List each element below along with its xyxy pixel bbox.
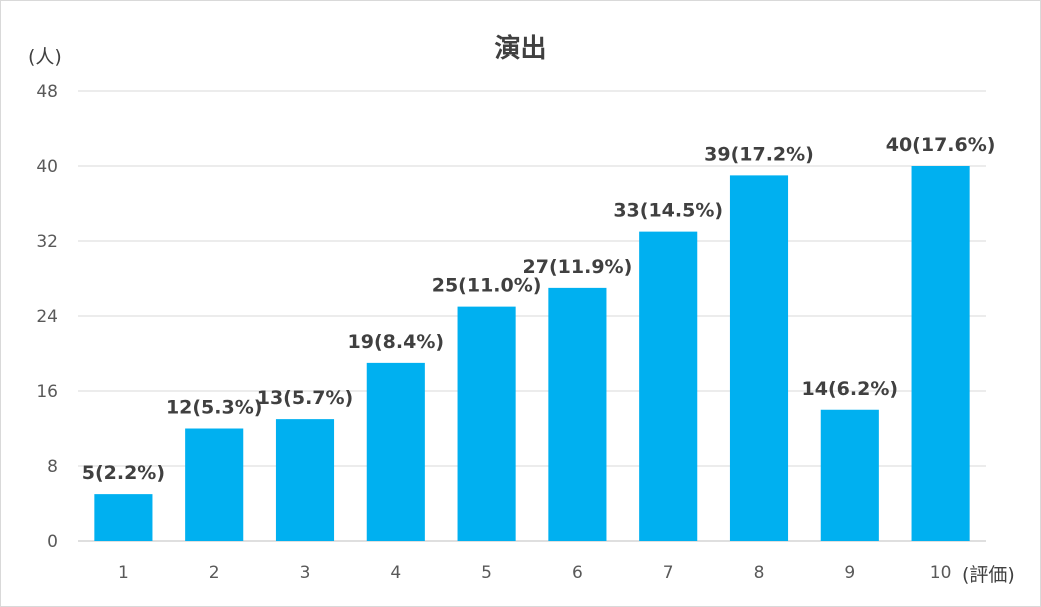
x-tick-label: 2 bbox=[209, 563, 220, 583]
x-tick-label: 10 bbox=[930, 563, 952, 583]
y-tick-label: 16 bbox=[36, 382, 58, 402]
x-tick-labels: 1 2 3 4 5 6 7 8 9 10 bbox=[118, 563, 951, 583]
bar bbox=[366, 362, 425, 541]
x-tick-label: 9 bbox=[844, 563, 855, 583]
bar bbox=[548, 287, 607, 541]
y-tick-label: 0 bbox=[47, 532, 58, 552]
x-tick-label: 8 bbox=[754, 563, 765, 583]
x-tick-label: 6 bbox=[572, 563, 583, 583]
data-label: 12(5.3%) bbox=[166, 397, 263, 419]
x-tick-label: 4 bbox=[390, 563, 401, 583]
y-tick-label: 24 bbox=[36, 307, 58, 327]
y-axis-unit-label: (人) bbox=[28, 46, 62, 68]
bar bbox=[729, 175, 789, 541]
bar bbox=[94, 494, 153, 541]
x-tick-label: 7 bbox=[663, 563, 674, 583]
x-axis-unit-label: (評価) bbox=[962, 564, 1015, 586]
y-tick-label: 32 bbox=[36, 232, 58, 252]
bar bbox=[820, 409, 879, 541]
bar bbox=[457, 306, 516, 541]
y-tick-label: 40 bbox=[36, 157, 58, 177]
bar bbox=[185, 428, 244, 541]
x-tick-label: 3 bbox=[300, 563, 311, 583]
data-label: 40(17.6%) bbox=[886, 134, 996, 156]
data-label: 5(2.2%) bbox=[82, 462, 165, 484]
bars bbox=[94, 166, 970, 541]
x-tick-label: 1 bbox=[118, 563, 129, 583]
x-tick-label: 5 bbox=[481, 563, 492, 583]
y-tick-labels: 0 8 16 24 32 40 48 bbox=[36, 82, 58, 552]
data-label: 27(11.9%) bbox=[523, 256, 633, 278]
bar bbox=[911, 166, 970, 541]
data-label: 13(5.7%) bbox=[257, 387, 354, 409]
data-label: 19(8.4%) bbox=[348, 331, 445, 353]
data-label: 33(14.5%) bbox=[613, 200, 723, 222]
bar bbox=[275, 419, 335, 541]
data-label: 39(17.2%) bbox=[704, 143, 814, 165]
chart-title: 演出 bbox=[494, 34, 547, 64]
bar bbox=[639, 231, 698, 541]
data-label: 25(11.0%) bbox=[432, 275, 542, 297]
y-tick-label: 48 bbox=[36, 82, 58, 102]
data-label: 14(6.2%) bbox=[802, 378, 899, 400]
data-labels: 5(2.2%) 12(5.3%)13(5.7%) 19(8.4%) 25(11.0%)… bbox=[82, 134, 996, 484]
y-tick-label: 8 bbox=[47, 457, 58, 477]
